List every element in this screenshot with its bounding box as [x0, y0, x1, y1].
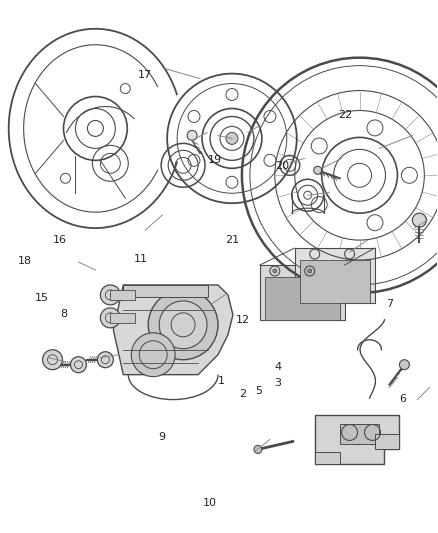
Circle shape	[148, 290, 218, 360]
Text: 11: 11	[134, 254, 148, 263]
Text: 21: 21	[225, 235, 239, 245]
Polygon shape	[295, 248, 374, 303]
Polygon shape	[110, 290, 135, 300]
Text: 6: 6	[399, 394, 406, 405]
Circle shape	[254, 446, 262, 454]
Circle shape	[399, 360, 410, 370]
Text: 7: 7	[386, 298, 393, 309]
Polygon shape	[260, 265, 345, 320]
Polygon shape	[314, 453, 339, 464]
Text: 12: 12	[236, 314, 250, 325]
Text: 1: 1	[218, 376, 225, 386]
Circle shape	[100, 285, 120, 305]
Circle shape	[71, 357, 86, 373]
Circle shape	[273, 269, 277, 273]
Text: 9: 9	[159, 432, 166, 441]
Circle shape	[42, 350, 63, 370]
Polygon shape	[124, 285, 208, 297]
Polygon shape	[339, 424, 379, 445]
Circle shape	[226, 132, 238, 144]
Circle shape	[413, 213, 426, 227]
Polygon shape	[113, 285, 233, 375]
Text: 22: 22	[339, 110, 353, 120]
Circle shape	[308, 269, 312, 273]
Polygon shape	[110, 313, 135, 323]
Text: 10: 10	[203, 498, 217, 508]
Circle shape	[187, 131, 197, 140]
Polygon shape	[265, 277, 339, 320]
Polygon shape	[374, 434, 399, 449]
Circle shape	[100, 308, 120, 328]
Circle shape	[97, 352, 113, 368]
Text: 2: 2	[240, 389, 247, 399]
Circle shape	[314, 166, 321, 174]
Text: 5: 5	[255, 386, 262, 397]
Polygon shape	[300, 260, 370, 303]
Text: 4: 4	[274, 362, 282, 373]
Polygon shape	[314, 415, 399, 464]
Text: 8: 8	[60, 309, 67, 319]
Text: 3: 3	[275, 378, 282, 389]
Circle shape	[159, 301, 207, 349]
Text: 19: 19	[208, 155, 222, 165]
Text: 20: 20	[275, 160, 290, 171]
Circle shape	[131, 333, 175, 377]
Text: 15: 15	[35, 293, 49, 303]
Text: 16: 16	[53, 235, 67, 245]
Text: 18: 18	[18, 256, 32, 266]
Text: 17: 17	[138, 70, 152, 80]
